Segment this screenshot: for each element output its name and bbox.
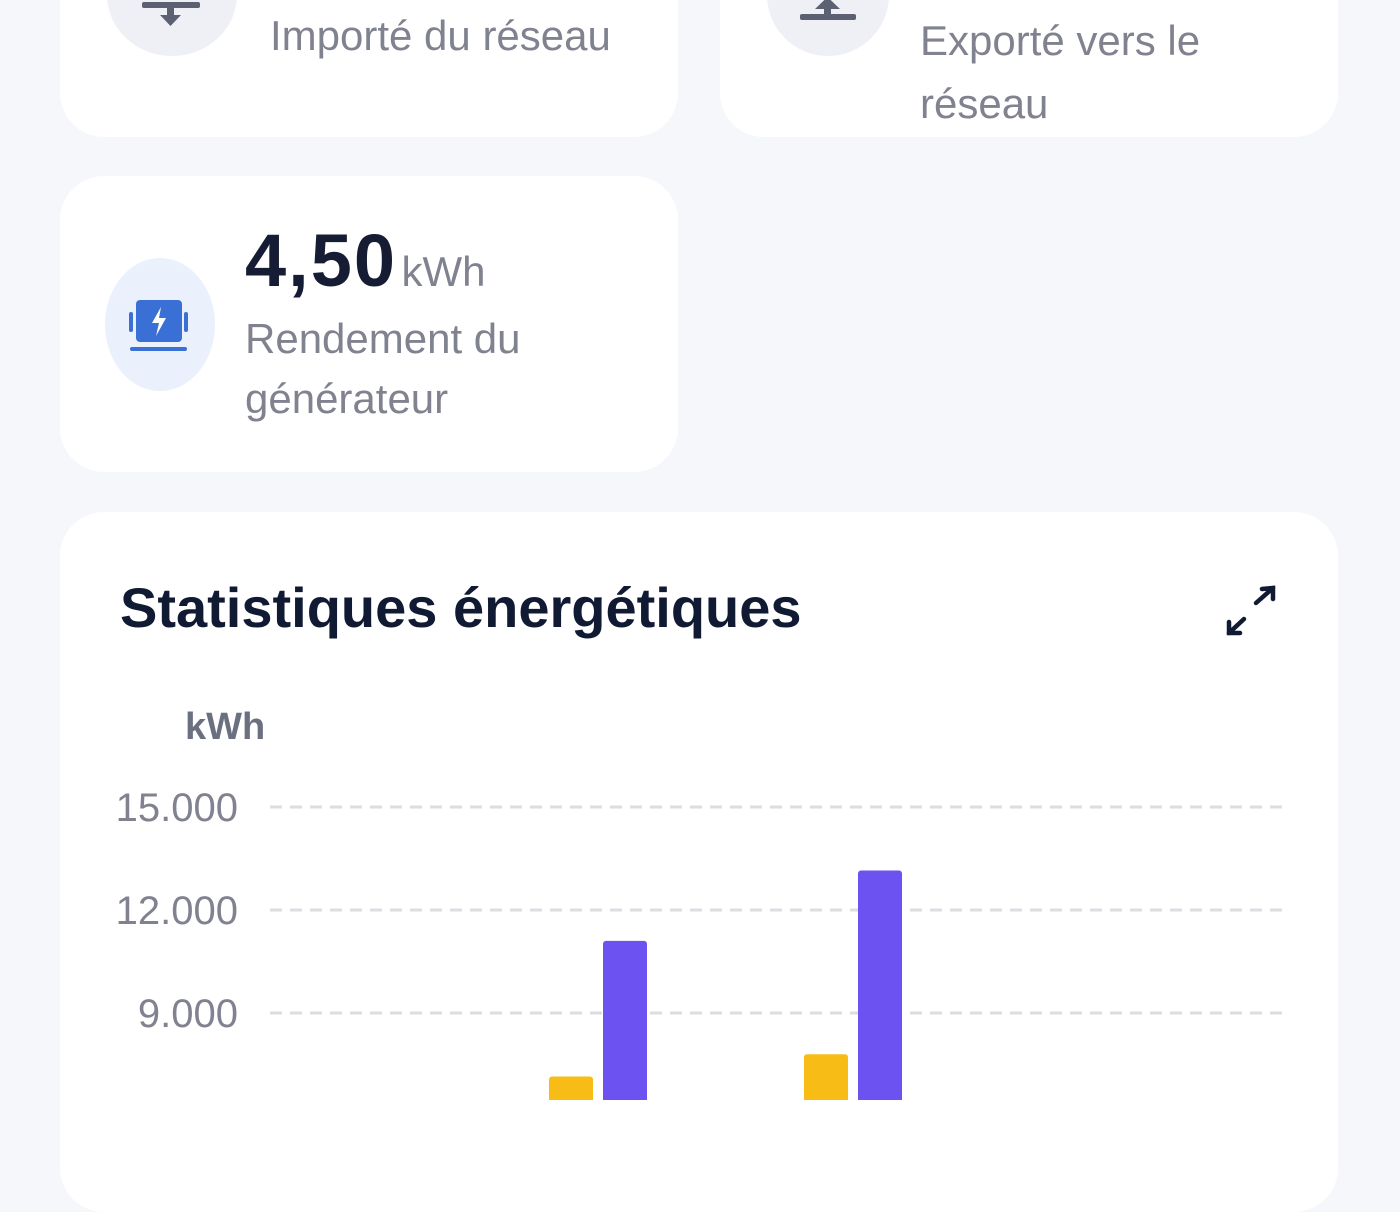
bar[interactable] [804, 1054, 848, 1100]
y-tick-label: 12.000 [116, 889, 238, 933]
bar[interactable] [603, 940, 647, 1100]
y-tick-label: 15.000 [116, 786, 238, 830]
generator-value: 4,50 [245, 219, 398, 302]
generator-unit: kWh [401, 248, 486, 295]
y-axis-label: kWh [185, 706, 266, 748]
stats-card [60, 512, 1338, 1212]
bar-chart: 15.000 12.000 9.000 6.000 [116, 786, 1288, 1100]
imported-label: Importé du réseau [270, 12, 611, 59]
y-tick-label: 6.000 [138, 1095, 238, 1100]
generator-label: Rendement du générateur [245, 315, 521, 422]
bar[interactable] [858, 870, 902, 1100]
bar[interactable] [549, 1076, 593, 1100]
y-tick-label: 9.000 [138, 992, 238, 1036]
generator-value-row: 4,50 kWh [245, 218, 485, 303]
expand-icon[interactable] [1226, 585, 1276, 636]
stats-title: Statistiques énergétiques [120, 576, 802, 639]
exported-label: Exporté vers le réseau [920, 17, 1201, 127]
